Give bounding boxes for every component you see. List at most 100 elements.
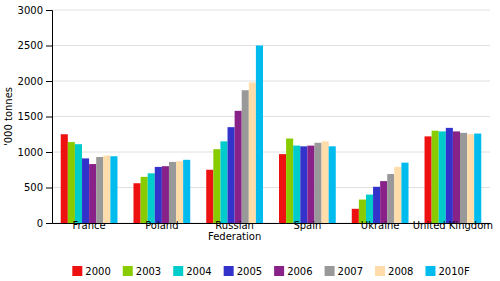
plot: 0 500 1000 1500 2000 2500 3000 France Poland Russ… [3, 5, 493, 242]
bar [96, 157, 103, 223]
y-tick-label: 1500 [18, 111, 43, 122]
x-tick: United Kingdom [413, 220, 493, 231]
x-tick-label: United Kingdom [413, 220, 493, 231]
chart: 0 500 1000 1500 2000 2500 3000 France Poland Russ… [0, 0, 500, 281]
y-axis-line [46, 11, 53, 224]
x-tick-label: France [72, 220, 105, 231]
bar [235, 111, 242, 223]
grid-line [52, 116, 490, 117]
y-tick-label: 1000 [18, 147, 43, 158]
legend-label: 2006 [287, 266, 312, 277]
bar-series [89, 111, 460, 223]
legend-swatch [325, 266, 335, 276]
x-tick: Ukraine [361, 220, 400, 231]
bar [220, 141, 227, 223]
bar [228, 127, 235, 223]
grid [52, 10, 490, 223]
grid-line [52, 152, 490, 153]
bar [169, 162, 176, 223]
bar [155, 167, 162, 223]
grid-line [52, 10, 490, 11]
y-tick-label: 0 [37, 218, 43, 229]
legend-swatch [173, 266, 183, 276]
x-tick-label: RussianFederation [208, 220, 261, 242]
y-tick-label: 3000 [18, 5, 43, 16]
bar [453, 131, 460, 223]
bar [82, 158, 89, 223]
x-tick: Spain [293, 220, 321, 231]
bar [380, 181, 387, 223]
grid-line [52, 45, 490, 46]
legend-label: 2008 [388, 266, 413, 277]
legend-item: 2006 [274, 266, 312, 277]
bar [394, 167, 401, 223]
x-tick-label: Ukraine [361, 220, 400, 231]
y-tick-mark [46, 10, 52, 11]
legend-label: 2004 [186, 266, 211, 277]
x-axis: France Poland RussianFederation Spain Ukrain… [53, 220, 494, 242]
bar [133, 183, 140, 223]
bar [89, 164, 96, 223]
legend-item: 2007 [325, 266, 363, 277]
legend-label: 2000 [85, 266, 110, 277]
x-tick: Poland [145, 220, 178, 231]
legend-label: 2005 [237, 266, 262, 277]
y-tick: 500 [24, 182, 52, 193]
legend-item: 2004 [173, 266, 211, 277]
bar [75, 144, 82, 223]
bar [279, 154, 286, 223]
y-tick-label: 2500 [18, 40, 43, 51]
bar [366, 195, 373, 223]
y-tick: 2000 [18, 76, 52, 87]
legend-label: 2003 [136, 266, 161, 277]
bar [141, 177, 148, 223]
y-tick: 3000 [18, 5, 52, 16]
y-tick-mark [46, 46, 52, 47]
bar [401, 163, 408, 223]
bar [425, 136, 432, 223]
legend-label: 2010F [438, 266, 469, 277]
bar-series [110, 46, 481, 224]
bar [474, 134, 481, 223]
bar-series [82, 127, 453, 223]
legend-swatch [425, 266, 435, 276]
bar [213, 149, 220, 223]
bar [352, 209, 359, 223]
bar [293, 146, 300, 223]
bar [314, 143, 321, 223]
bar [307, 146, 314, 223]
bar-series [96, 90, 467, 223]
x-tick-label-line: Russian [215, 220, 254, 231]
bars [61, 46, 482, 224]
bar [110, 156, 117, 223]
bar [176, 161, 183, 223]
bar [446, 128, 453, 223]
bar [329, 146, 336, 223]
y-tick-mark [46, 152, 52, 153]
y-tick: 2500 [18, 40, 52, 51]
legend-swatch [224, 266, 234, 276]
legend-label: 2007 [338, 266, 363, 277]
legend-item: 2010F [425, 266, 469, 277]
legend-item: 2003 [123, 266, 161, 277]
legend-swatch [274, 266, 284, 276]
x-tick-label-line: United Kingdom [413, 220, 493, 231]
bar [460, 133, 467, 223]
bar [322, 141, 329, 223]
bar [300, 146, 307, 223]
x-tick: RussianFederation [208, 220, 261, 242]
bar [467, 134, 474, 223]
bar [162, 166, 169, 223]
x-tick-label-line: Spain [293, 220, 321, 231]
x-tick-label-line: Ukraine [361, 220, 400, 231]
bar [439, 131, 446, 223]
y-tick: 1500 [18, 111, 52, 122]
bar [256, 46, 263, 224]
x-tick-label-line: Poland [145, 220, 178, 231]
grid-line [52, 81, 490, 82]
legend-swatch [375, 266, 385, 276]
y-tick-label: 500 [24, 182, 43, 193]
bar [432, 131, 439, 223]
y-axis-title: '000 tonnes [3, 87, 14, 146]
bar-series [103, 82, 474, 223]
